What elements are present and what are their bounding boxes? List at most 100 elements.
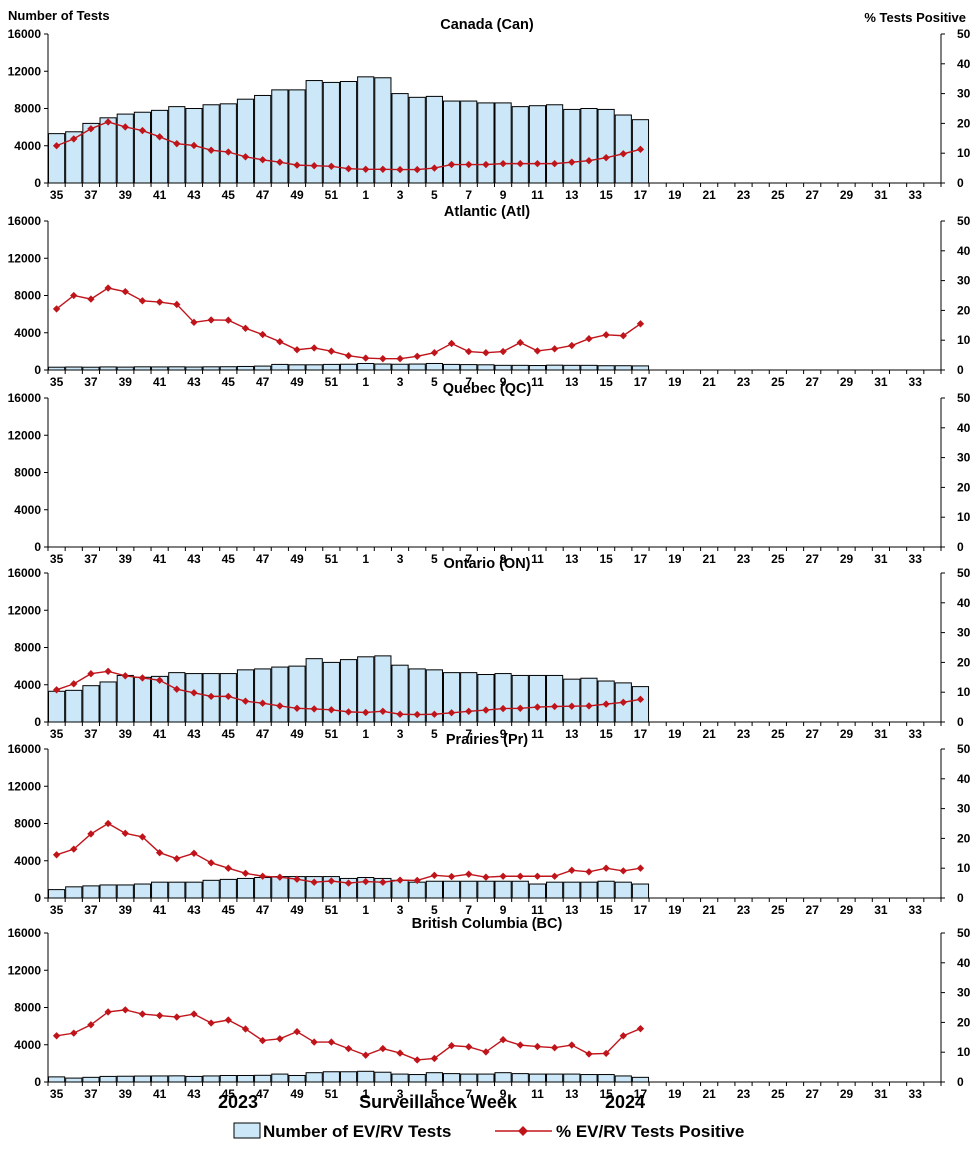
positive-point <box>207 859 215 867</box>
positive-point <box>224 1016 232 1024</box>
x-tick-label: 3 <box>397 727 404 741</box>
panel-quebec-qc: Quebec (QC) 0 4000 8000 12000 16000 0 10 20 30 40 5… <box>8 381 971 566</box>
left-tick-label: 16000 <box>8 27 42 41</box>
x-tick-label: 27 <box>806 1087 820 1101</box>
x-tick-label: 29 <box>840 1087 854 1101</box>
positive-point <box>516 704 524 712</box>
x-tick-label: 33 <box>909 727 923 741</box>
bar <box>528 105 547 184</box>
x-tick-label: 51 <box>325 903 339 917</box>
left-tick-label: 4000 <box>14 678 41 692</box>
right-tick-label: 50 <box>957 27 971 41</box>
panel-british-columbia-bc: British Columbia (BC) 0 4000 8000 12000 16000… <box>8 916 971 1101</box>
positive-point <box>585 335 593 343</box>
bar <box>99 1075 117 1083</box>
right-tick-label: 30 <box>957 274 971 288</box>
x-axis-label: Surveillance Week <box>359 1092 518 1112</box>
bar <box>219 1074 237 1083</box>
positive-point <box>224 316 232 324</box>
bar <box>48 889 66 899</box>
bar <box>563 364 581 371</box>
x-tick-label: 43 <box>187 375 201 389</box>
panel-title: Prairies (Pr) <box>446 732 528 748</box>
positive-point <box>104 819 112 828</box>
bar <box>254 877 272 899</box>
year-label-2023: 2023 <box>218 1092 258 1112</box>
x-tick-label: 29 <box>840 903 854 917</box>
bar <box>82 885 100 899</box>
bar <box>151 881 169 899</box>
positive-point <box>499 1036 507 1044</box>
bar <box>357 362 375 371</box>
positive-point <box>482 349 490 357</box>
x-tick-label: 37 <box>84 903 98 917</box>
positive-point <box>362 877 370 886</box>
x-tick-label: 47 <box>256 375 270 389</box>
positive-point <box>173 854 181 863</box>
x-tick-label: 13 <box>565 375 579 389</box>
bar <box>477 102 495 184</box>
x-tick-label: 41 <box>153 188 167 202</box>
positive-point <box>173 1013 181 1021</box>
positive-point <box>447 339 456 348</box>
bar <box>546 881 564 899</box>
x-tick-label: 43 <box>187 188 201 202</box>
positive-point <box>516 338 524 347</box>
right-tick-label: 10 <box>957 510 971 524</box>
x-tick-label: 45 <box>222 1087 236 1101</box>
panel-title: Ontario (ON) <box>444 556 531 572</box>
positive-point <box>413 876 421 885</box>
bar <box>339 1071 358 1083</box>
positive-point <box>533 872 542 880</box>
left-tick-label: 4000 <box>14 1038 41 1052</box>
bar <box>511 106 529 184</box>
bar <box>477 364 495 371</box>
positive-point <box>104 118 112 126</box>
x-tick-label: 39 <box>119 375 133 389</box>
x-tick-label: 15 <box>599 552 613 566</box>
bar <box>151 1075 169 1083</box>
bar <box>528 674 547 723</box>
positive-point <box>138 674 147 682</box>
right-tick-label: 20 <box>957 655 971 669</box>
positive-point <box>602 331 610 339</box>
x-tick-label: 23 <box>737 188 751 202</box>
bar <box>460 880 478 899</box>
positive-point <box>533 159 542 168</box>
bar <box>580 677 598 723</box>
bar <box>339 363 358 371</box>
bar <box>133 111 152 184</box>
bar <box>528 883 547 899</box>
bar <box>288 364 306 371</box>
x-tick-label: 37 <box>84 375 98 389</box>
positive-point <box>258 699 267 707</box>
positive-point <box>602 864 610 872</box>
right-tick-label: 20 <box>957 116 971 130</box>
positive-point <box>550 159 559 168</box>
x-tick-label: 49 <box>290 727 304 741</box>
positive-point <box>636 695 645 704</box>
positive-point <box>190 849 198 857</box>
x-tick-label: 3 <box>397 1087 404 1101</box>
x-tick-label: 9 <box>500 552 507 566</box>
x-tick-label: 35 <box>50 727 64 741</box>
right-tick-label: 30 <box>957 626 971 640</box>
positive-point <box>276 1035 284 1043</box>
x-tick-label: 19 <box>668 727 682 741</box>
bar <box>563 108 581 184</box>
x-tick-label: 1 <box>362 188 369 202</box>
positive-point <box>430 164 439 172</box>
positive-point <box>87 125 95 133</box>
x-tick-label: 19 <box>668 188 682 202</box>
positive-point <box>70 1029 78 1037</box>
positive-point <box>190 318 198 326</box>
x-tick-label: 15 <box>599 903 613 917</box>
positive-point <box>344 352 353 360</box>
x-tick-label: 25 <box>771 903 785 917</box>
positive-point <box>430 349 439 357</box>
positive-point <box>155 298 164 306</box>
positive-point <box>550 345 559 353</box>
positive-point <box>121 287 129 296</box>
positive-point <box>619 698 627 707</box>
x-tick-label: 5 <box>431 727 438 741</box>
